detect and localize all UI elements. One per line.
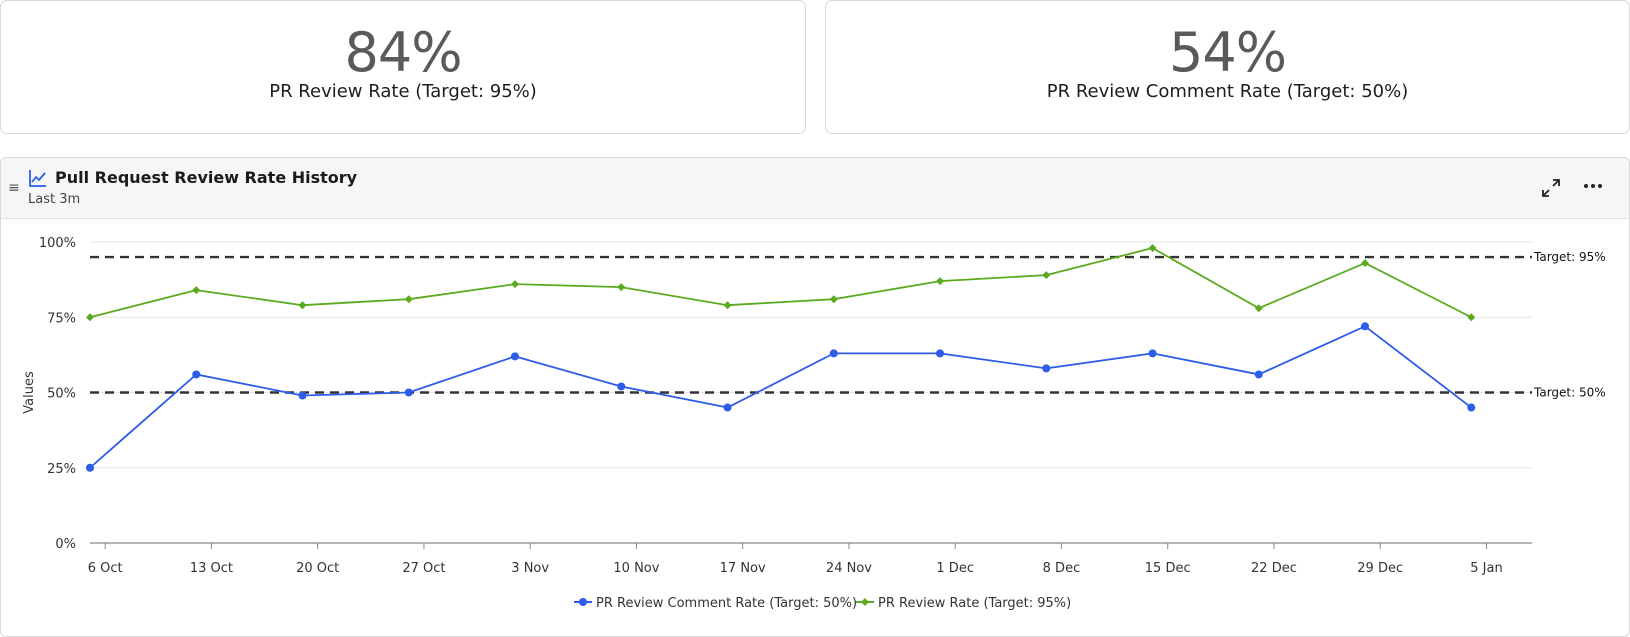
- data-point: [511, 280, 520, 289]
- data-point: [192, 286, 201, 295]
- data-point: [1361, 259, 1370, 268]
- grid-lines: [90, 241, 1532, 469]
- data-point: [723, 301, 732, 310]
- x-tick-label: 27 Oct: [402, 561, 445, 576]
- more-options-icon[interactable]: [1581, 176, 1605, 196]
- data-point: [1254, 370, 1263, 379]
- data-point: [1042, 271, 1051, 280]
- legend-marker: [579, 598, 587, 606]
- series-line: [89, 247, 1472, 319]
- x-tick-label: 29 Dec: [1357, 561, 1403, 576]
- x-tick-label: 6 Oct: [88, 561, 123, 576]
- data-point: [1148, 349, 1157, 358]
- data-point: [936, 349, 945, 358]
- x-tick-label: 15 Dec: [1145, 561, 1191, 576]
- data-point: [723, 403, 732, 412]
- data-point: [1361, 322, 1370, 331]
- chart-panel: ≡ Pull Request Review Rate History Last …: [0, 157, 1630, 637]
- data-point: [829, 349, 838, 358]
- line-chart-icon: [29, 170, 46, 187]
- y-axis: 0% 25% 50% 75% 100% Values: [22, 236, 76, 552]
- data-point: [511, 352, 520, 361]
- y-tick-label: 75%: [47, 311, 76, 326]
- kpi-row: 84% PR Review Rate (Target: 95%) 54% PR …: [0, 0, 1630, 136]
- data-point: [404, 388, 413, 397]
- legend-item[interactable]: PR Review Comment Rate (Target: 50%): [574, 596, 857, 611]
- chart-header: ≡ Pull Request Review Rate History Last …: [1, 158, 1629, 219]
- x-axis: 6 Oct 13 Oct 20 Oct 27 Oct 3 Nov 10 Nov 17 Nov…: [88, 542, 1532, 576]
- data-point: [192, 370, 201, 379]
- x-tick-label: 20 Oct: [296, 561, 339, 576]
- legend-label: PR Review Comment Rate (Target: 50%): [596, 596, 857, 611]
- y-tick-label: 25%: [47, 462, 76, 477]
- x-tick-label: 3 Nov: [511, 561, 549, 576]
- data-point: [1042, 364, 1051, 373]
- x-tick-label: 10 Nov: [613, 561, 659, 576]
- series-comment-rate: [86, 322, 1476, 472]
- x-tick-label: 5 Jan: [1470, 561, 1502, 576]
- series: [86, 244, 1476, 472]
- x-tick-label: 13 Oct: [190, 561, 233, 576]
- x-tick-label: 22 Dec: [1251, 561, 1297, 576]
- legend-item[interactable]: PR Review Rate (Target: 95%): [856, 596, 1071, 611]
- series-line: [89, 325, 1472, 469]
- x-tick-label: 17 Nov: [720, 561, 766, 576]
- data-point: [936, 277, 945, 286]
- data-point: [1148, 244, 1157, 253]
- data-point: [617, 283, 626, 292]
- y-tick-label: 50%: [47, 387, 76, 402]
- data-point: [86, 463, 94, 472]
- x-tick-label: 8 Dec: [1043, 561, 1081, 576]
- data-point: [404, 295, 413, 304]
- legend[interactable]: PR Review Comment Rate (Target: 50%) PR R…: [574, 596, 1071, 611]
- data-point: [1467, 313, 1476, 322]
- chart-subtitle: Last 3m: [28, 192, 81, 207]
- y-tick-label: 0%: [55, 537, 76, 552]
- data-point: [1254, 304, 1263, 313]
- legend-marker: [861, 598, 869, 606]
- target-lines: Target: 95% Target: 50%: [90, 250, 1606, 400]
- x-tick-label: 24 Nov: [826, 561, 872, 576]
- data-point: [1467, 403, 1476, 412]
- kpi-label: PR Review Comment Rate (Target: 50%): [1046, 81, 1409, 102]
- data-point: [298, 391, 307, 400]
- drag-handle-icon[interactable]: ≡: [8, 180, 20, 196]
- target-label: Target: 50%: [1533, 386, 1606, 400]
- x-tick-label: 1 Dec: [936, 561, 974, 576]
- kpi-value: 54%: [1168, 21, 1287, 84]
- legend-label: PR Review Rate (Target: 95%): [878, 596, 1071, 611]
- kpi-card-comment-rate[interactable]: 54% PR Review Comment Rate (Target: 50%): [825, 0, 1630, 134]
- kpi-label: PR Review Rate (Target: 95%): [269, 81, 537, 102]
- target-label: Target: 95%: [1533, 250, 1606, 264]
- chart-title: Pull Request Review Rate History: [55, 168, 358, 187]
- data-point: [86, 313, 94, 322]
- data-point: [829, 295, 838, 304]
- y-tick-label: 100%: [39, 236, 76, 251]
- data-point: [617, 382, 626, 391]
- chart-plot: 0% 25% 50% 75% 100% Values 6 Oct 13 Oct 20 Oct 2…: [22, 236, 1606, 611]
- series-review-rate: [86, 244, 1476, 322]
- y-axis-label: Values: [22, 371, 37, 414]
- data-point: [298, 301, 307, 310]
- expand-icon[interactable]: [1541, 178, 1561, 198]
- kpi-card-review-rate[interactable]: 84% PR Review Rate (Target: 95%): [0, 0, 806, 134]
- kpi-value: 84%: [344, 21, 462, 84]
